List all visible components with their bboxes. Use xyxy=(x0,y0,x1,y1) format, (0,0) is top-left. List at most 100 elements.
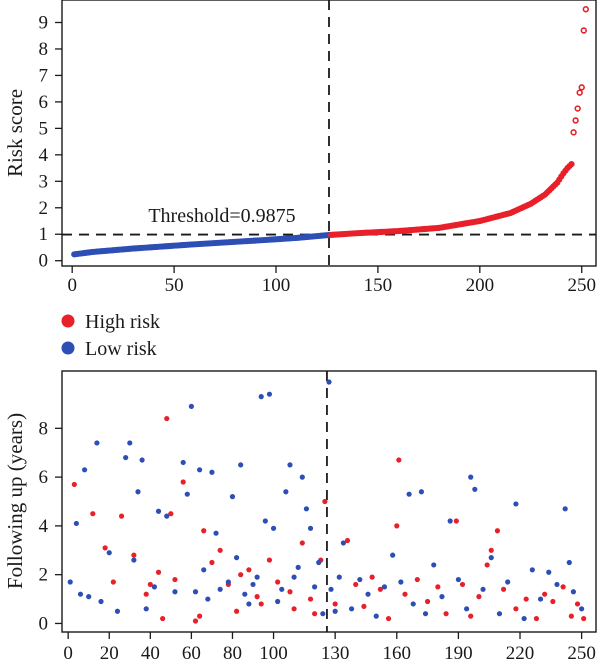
follow-up-point-high xyxy=(500,586,507,592)
follow-up-point-low xyxy=(365,591,371,597)
follow-up-point-low xyxy=(579,606,585,612)
risk-y-tick-label: 7 xyxy=(39,65,49,86)
follow-up-point-low xyxy=(348,606,355,612)
follow-up-plot-frame xyxy=(61,370,597,633)
follow-up-y-tick-label: 0 xyxy=(39,613,49,634)
follow-up-point-low xyxy=(513,501,519,507)
follow-up-point-low xyxy=(258,394,264,400)
risk-y-tick-label: 8 xyxy=(39,39,49,60)
risk-score-y-axis-label: Risk score xyxy=(3,89,27,177)
follow-up-point-high xyxy=(246,567,252,573)
follow-up-point-low xyxy=(205,596,211,602)
risk-x-tick-label: 150 xyxy=(364,275,393,296)
follow-up-x-tick-label: 130 xyxy=(321,643,350,664)
follow-up-point-low xyxy=(86,594,92,600)
follow-up-point-high xyxy=(568,613,574,619)
follow-up-point-low xyxy=(373,613,379,619)
follow-up-point-low xyxy=(254,574,260,580)
risk-x-tick-label: 200 xyxy=(466,275,495,296)
follow-up-point-low xyxy=(143,606,149,612)
follow-up-points xyxy=(67,379,587,624)
follow-up-point-low xyxy=(332,608,338,614)
follow-up-point-high xyxy=(369,574,375,580)
follow-up-x-tick-label: 250 xyxy=(567,643,596,664)
follow-up-point-low xyxy=(295,564,301,570)
follow-up-point-low xyxy=(381,584,388,590)
follow-up-point-low xyxy=(229,494,236,500)
follow-up-point-high xyxy=(394,523,400,529)
follow-up-point-low xyxy=(316,559,322,566)
follow-up-point-high xyxy=(513,606,519,612)
follow-up-point-low xyxy=(225,579,231,585)
follow-up-point-low xyxy=(505,579,511,585)
follow-up-point-low xyxy=(410,601,416,607)
follow-up-point-low xyxy=(529,567,535,573)
follow-up-point-high xyxy=(542,591,548,597)
follow-up-x-tick-label: 160 xyxy=(383,643,412,664)
follow-up-point-high xyxy=(287,589,293,595)
follow-up-point-high xyxy=(209,559,215,566)
follow-up-point-low xyxy=(283,489,289,495)
follow-up-point-low xyxy=(67,579,73,585)
follow-up-x-tick-label: 20 xyxy=(100,643,119,664)
follow-up-point-low xyxy=(98,598,104,605)
follow-up-point-low xyxy=(468,474,474,480)
follow-up-point-high xyxy=(484,562,490,568)
follow-up-x-tick-label: 0 xyxy=(63,643,73,664)
follow-up-point-high xyxy=(102,545,108,551)
follow-up-point-low xyxy=(172,589,178,595)
follow-up-point-low xyxy=(201,567,207,573)
follow-up-point-high xyxy=(581,615,587,622)
follow-up-point-low xyxy=(77,591,84,597)
follow-up-y-tick-label: 2 xyxy=(39,565,49,586)
follow-up-point-low xyxy=(238,462,244,468)
follow-up-point-low xyxy=(546,569,552,575)
follow-up-point-high xyxy=(192,618,199,624)
risk-score-points xyxy=(71,6,590,258)
follow-up-point-high xyxy=(488,547,494,553)
legend-low-risk-label: Low risk xyxy=(85,338,157,360)
follow-up-point-high xyxy=(233,608,240,614)
follow-up-point-low xyxy=(488,555,494,561)
follow-up-point-high xyxy=(147,581,153,588)
risk-score-panel: 0 50 100 150 200 250 0 1 2 3 4 5 6 7 8 9 Risk score Th… xyxy=(3,0,597,296)
follow-up-point-high xyxy=(523,596,529,602)
follow-up-point-low xyxy=(472,486,478,492)
follow-up-point-low xyxy=(94,440,100,446)
follow-up-point-high xyxy=(131,552,137,558)
follow-up-point-high xyxy=(180,479,186,485)
follow-up-x-tick-label: 100 xyxy=(259,643,288,664)
follow-up-point-high xyxy=(266,557,273,563)
follow-up-point-low xyxy=(291,574,297,580)
follow-up-point-high xyxy=(344,537,351,544)
follow-up-point-high xyxy=(254,594,260,600)
follow-up-point-high xyxy=(238,572,244,578)
follow-up-point-low xyxy=(106,550,112,556)
follow-up-point-low xyxy=(127,440,133,446)
risk-score-x-axis: 0 50 100 150 200 250 xyxy=(67,266,596,296)
risk-y-tick-label: 5 xyxy=(39,118,49,139)
follow-up-point-low xyxy=(213,530,219,536)
legend-low-risk-marker xyxy=(61,341,75,355)
follow-up-point-high xyxy=(377,586,383,592)
follow-up-point-low xyxy=(197,467,203,473)
follow-up-point-high xyxy=(90,511,96,517)
follow-up-point-low xyxy=(262,518,268,524)
follow-up-point-high xyxy=(201,528,207,534)
risk-point-high-outlier xyxy=(582,6,590,13)
legend-high-risk-marker xyxy=(61,314,75,328)
follow-up-point-low xyxy=(303,506,310,512)
risk-point-high-outlier xyxy=(574,105,581,112)
follow-up-point-low xyxy=(390,552,396,558)
follow-up-point-high xyxy=(361,603,367,609)
follow-up-point-high xyxy=(118,513,125,519)
risk-score-y-axis: 0 1 2 3 4 5 6 7 8 9 xyxy=(39,12,62,272)
follow-up-point-high xyxy=(414,576,420,583)
follow-up-point-high xyxy=(550,598,556,605)
follow-up-y-tick-label: 4 xyxy=(39,516,49,537)
follow-up-point-low xyxy=(340,540,346,546)
risk-point-high-outlier xyxy=(572,117,579,124)
follow-up-point-low xyxy=(299,474,305,480)
follow-up-point-low xyxy=(439,594,445,600)
follow-up-point-high xyxy=(172,576,178,583)
